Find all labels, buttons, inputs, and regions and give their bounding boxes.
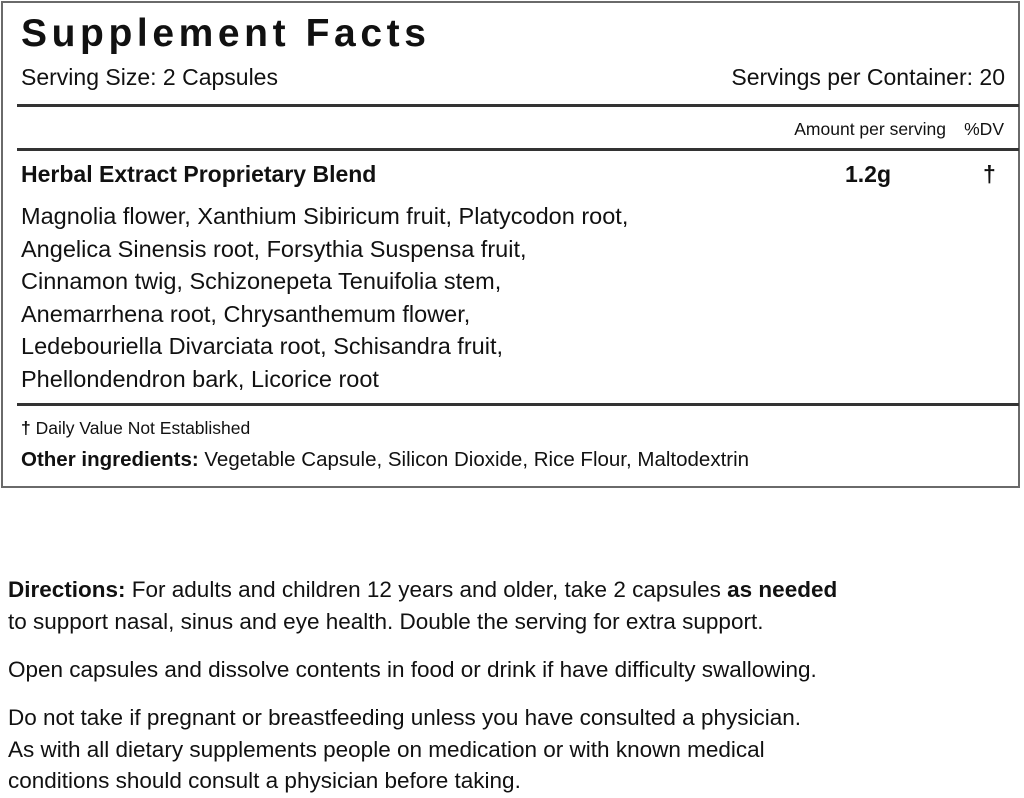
ingredient-list: Magnolia flower, Xanthium Sibiricum frui… bbox=[21, 200, 628, 395]
supplement-facts-panel bbox=[1, 1, 1020, 488]
blend-amount: 1.2g bbox=[845, 161, 892, 187]
warning-line: conditions should consult a physician be… bbox=[8, 768, 521, 793]
dv-note-text: Daily Value Not Established bbox=[35, 418, 251, 438]
directions: Directions: For adults and children 12 y… bbox=[8, 574, 837, 637]
warning-line: Do not take if pregnant or breastfeeding… bbox=[8, 705, 802, 730]
panel-title: Supplement Facts bbox=[21, 12, 431, 55]
serving-size: Serving Size: 2 Capsules bbox=[21, 64, 278, 90]
blend-dv: † bbox=[983, 161, 996, 187]
ingredient-line: Magnolia flower, Xanthium Sibiricum frui… bbox=[21, 203, 629, 229]
blend-name: Herbal Extract Proprietary Blend bbox=[21, 161, 377, 187]
other-value: Vegetable Capsule, Silicon Dioxide, Rice… bbox=[198, 448, 750, 471]
dagger-symbol: † bbox=[21, 418, 31, 438]
dv-header: %DV bbox=[964, 119, 1004, 139]
directions-label: Directions: bbox=[8, 577, 126, 602]
divider bbox=[17, 104, 1019, 107]
other-ingredients: Other ingredients: Vegetable Capsule, Si… bbox=[21, 448, 749, 472]
ingredient-line: Ledebouriella Divarciata root, Schisandr… bbox=[21, 333, 504, 359]
directions-emphasis: as needed bbox=[727, 577, 838, 602]
ingredient-line: Phellondendron bark, Licorice root bbox=[21, 365, 379, 392]
dv-note: † Daily Value Not Established bbox=[21, 418, 250, 439]
divider bbox=[17, 148, 1019, 151]
amount-header: Amount per serving bbox=[794, 119, 946, 139]
ingredient-line: Anemarrhena root, Chrysanthemum flower, bbox=[21, 300, 471, 327]
servings-per-container: Servings per Container: 20 bbox=[731, 64, 1005, 90]
directions-text: to support nasal, sinus and eye health. … bbox=[8, 608, 764, 634]
divider bbox=[17, 403, 1019, 406]
directions-paragraph: Open capsules and dissolve contents in f… bbox=[8, 657, 817, 682]
ingredient-line: Angelica Sinensis root, Forsythia Suspen… bbox=[21, 235, 527, 262]
warning-paragraph: Do not take if pregnant or breastfeeding… bbox=[8, 702, 801, 797]
directions-text: For adults and children 12 years and old… bbox=[125, 577, 728, 602]
warning-line: As with all dietary supplements people o… bbox=[8, 736, 765, 762]
ingredient-line: Cinnamon twig, Schizonepeta Tenuifolia s… bbox=[21, 268, 502, 294]
other-label: Other ingredients: bbox=[21, 448, 199, 471]
